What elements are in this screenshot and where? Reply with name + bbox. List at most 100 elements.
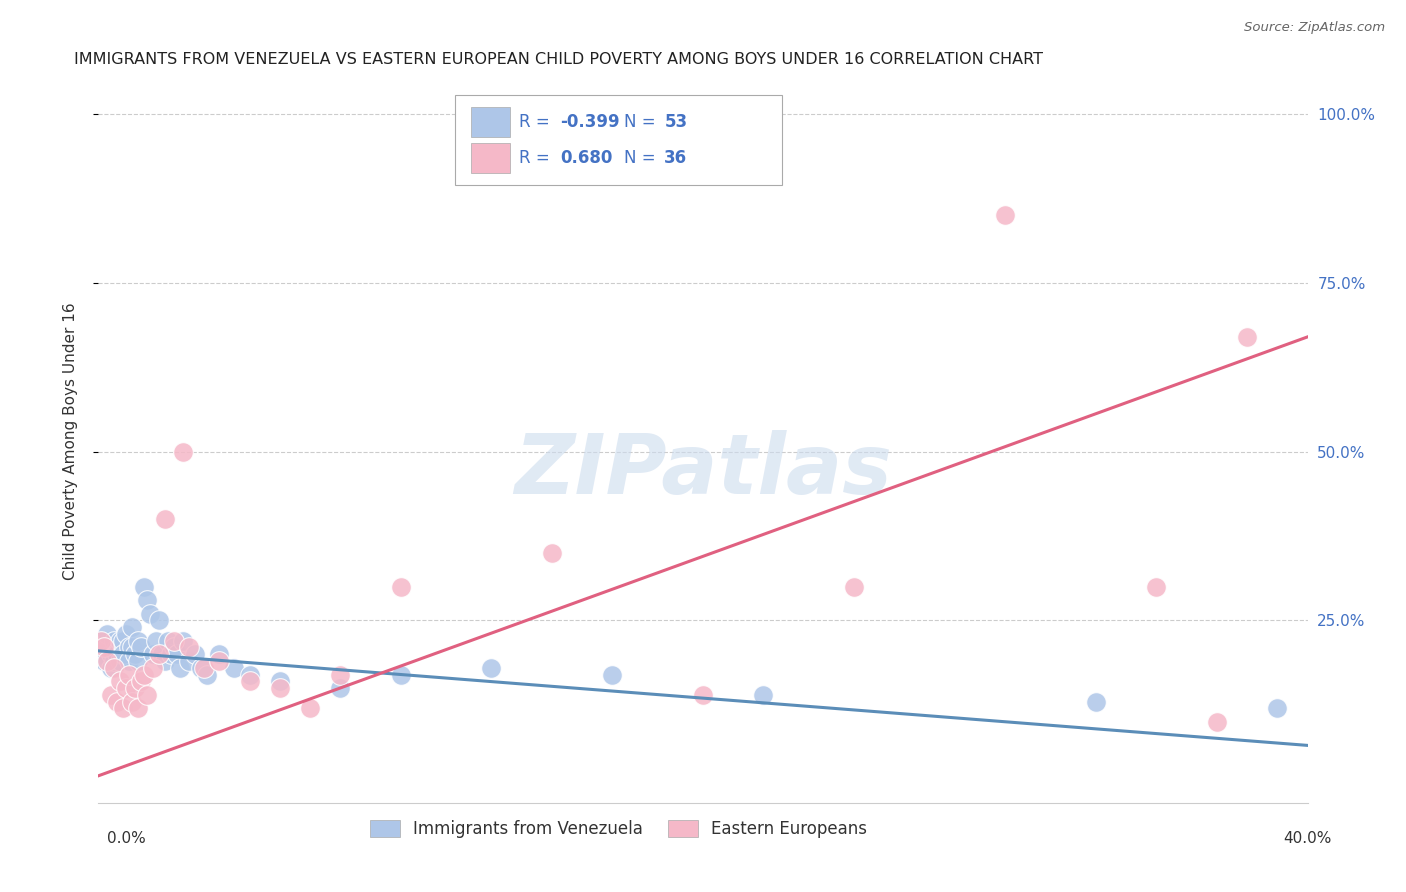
Point [93,654,115,668]
Point [135,593,157,607]
Point [153,512,176,526]
Point [329,667,352,681]
Point [127,701,149,715]
Point [208,654,231,668]
Point [269,681,291,695]
Point [96,627,118,641]
Point [114,627,136,641]
FancyBboxPatch shape [471,143,509,173]
Point [172,444,194,458]
Point [108,654,131,668]
Point [142,647,165,661]
Point [114,681,136,695]
Point [994,208,1017,222]
Point [108,633,131,648]
Point [1236,330,1258,344]
Point [90,647,112,661]
Point [844,580,866,594]
Point [166,647,188,661]
Text: N =: N = [624,113,661,131]
Text: 36: 36 [664,149,688,168]
FancyBboxPatch shape [471,107,509,137]
Point [105,694,128,708]
Text: ZIPatlas: ZIPatlas [515,430,891,511]
Point [190,661,212,675]
Point [121,694,143,708]
Point [172,633,194,648]
Point [1144,580,1167,594]
Point [148,647,170,661]
Point [239,667,262,681]
Point [103,654,125,668]
Point [163,633,186,648]
Point [179,654,201,668]
Text: IMMIGRANTS FROM VENEZUELA VS EASTERN EUROPEAN CHILD POVERTY AMONG BOYS UNDER 16 : IMMIGRANTS FROM VENEZUELA VS EASTERN EUR… [75,52,1043,67]
Point [111,701,134,715]
Point [124,681,146,695]
Point [389,580,412,594]
Point [118,667,141,681]
Point [389,667,412,681]
Point [602,667,624,681]
Text: 53: 53 [664,113,688,131]
Point [1267,701,1289,715]
Point [129,640,152,655]
Point [481,661,503,675]
Point [111,647,134,661]
Point [150,647,173,661]
Point [135,688,157,702]
Text: N =: N = [624,149,661,168]
Point [105,647,128,661]
Point [103,633,125,648]
Point [103,661,125,675]
Text: R =: R = [519,113,555,131]
Point [156,633,179,648]
Text: -0.399: -0.399 [561,113,620,131]
Point [329,681,352,695]
Point [132,580,155,594]
Point [108,674,131,689]
Point [163,640,186,655]
Point [93,633,115,648]
Point [124,647,146,661]
Point [299,701,322,715]
Point [142,661,165,675]
Point [540,546,562,560]
Point [127,633,149,648]
Point [132,667,155,681]
Point [269,674,291,689]
Point [127,654,149,668]
Point [118,654,141,668]
Point [121,620,143,634]
Point [224,661,246,675]
Text: 40.0%: 40.0% [1284,831,1331,846]
Point [111,633,134,648]
Point [100,661,122,675]
Point [184,647,207,661]
Point [145,633,167,648]
FancyBboxPatch shape [456,95,782,185]
Point [148,614,170,628]
Legend: Immigrants from Venezuela, Eastern Europeans: Immigrants from Venezuela, Eastern Europ… [363,814,873,845]
Point [1206,714,1229,729]
Y-axis label: Child Poverty Among Boys Under 16: Child Poverty Among Boys Under 16 [63,302,77,581]
Point [129,674,152,689]
Point [105,640,128,655]
Text: 0.680: 0.680 [561,149,613,168]
Point [160,647,183,661]
Point [100,688,122,702]
Point [208,647,231,661]
Point [1085,694,1108,708]
Point [752,688,775,702]
Point [179,640,201,655]
Point [239,674,262,689]
Point [169,661,191,675]
Text: 0.0%: 0.0% [107,831,146,846]
Point [118,640,141,655]
Point [121,640,143,655]
Text: R =: R = [519,149,555,168]
Point [100,647,122,661]
Point [93,640,115,655]
Text: Source: ZipAtlas.com: Source: ZipAtlas.com [1244,21,1385,34]
Point [96,640,118,655]
